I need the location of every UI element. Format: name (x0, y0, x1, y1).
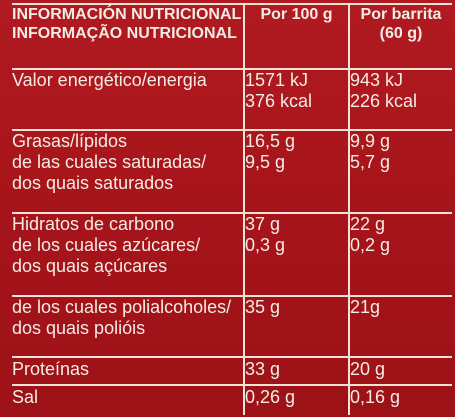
header-per-bar-label: Por barrita (360, 6, 442, 23)
polyols-per-100g: 35 g (245, 297, 281, 318)
protein-per-bar-cell: 20 g (348, 355, 452, 387)
carbs-per-100g: 37 g (245, 213, 281, 234)
carbs-per-bar: 22 g (350, 213, 386, 234)
fat-saturated-label-pt: dos quais saturados (12, 173, 174, 194)
polyols-label-es: de los cuales polialcoholes/ (12, 297, 232, 318)
carbs-label-cell: Hidratos de carbono de los cuales azúcar… (12, 211, 245, 298)
carbs-per-100g-cell: 37 g 0,3 g (243, 211, 350, 298)
header-per-bar-weight: (60 g) (379, 25, 423, 42)
energy-per-100g-kj: 1571 kJ (245, 69, 309, 90)
protein-per-bar: 20 g (350, 358, 386, 379)
carbs-label: Hidratos de carbono (12, 213, 175, 234)
table-header-row: INFORMACIÓN NUTRICIONAL INFORMAÇÃO NUTRI… (12, 3, 452, 70)
energy-label-cell: Valor energético/energia (12, 67, 245, 132)
carbs-sugars-label-es: de los cuales azúcares/ (12, 234, 201, 255)
polyols-label-cell: de los cuales polialcoholes/ dos quais p… (12, 295, 245, 358)
protein-label: Proteínas (12, 358, 90, 379)
header-title-cell: INFORMACIÓN NUTRICIONAL INFORMAÇÃO NUTRI… (12, 3, 245, 70)
carbs-sugars-per-100g: 0,3 g (245, 234, 286, 255)
fat-per-100g-cell: 16,5 g 9,5 g (243, 129, 350, 214)
energy-per-bar-kj: 943 kJ (350, 69, 404, 90)
carbs-sugars-label-pt: dos quais açúcares (12, 255, 168, 276)
energy-per-100g-kcal: 376 kcal (245, 90, 313, 111)
protein-label-cell: Proteínas (12, 355, 245, 387)
fat-per-100g: 16,5 g (245, 131, 296, 152)
energy-per-100g-cell: 1571 kJ 376 kcal (243, 67, 350, 132)
salt-per-bar: 0,16 g (350, 387, 401, 408)
carbs-per-bar-cell: 22 g 0,2 g (348, 211, 452, 298)
protein-per-100g-cell: 33 g (243, 355, 350, 387)
energy-label: Valor energético/energia (12, 69, 207, 90)
polyols-label-pt: dos quais polióis (12, 318, 146, 339)
header-title-pt: INFORMAÇÃO NUTRICIONAL (12, 25, 237, 42)
fat-saturated-label-es: de las cuales saturadas/ (12, 152, 207, 173)
polyols-per-100g-cell: 35 g (243, 295, 350, 358)
salt-per-100g-cell: 0,26 g (243, 384, 350, 415)
carbs-sugars-per-bar: 0,2 g (350, 234, 391, 255)
fat-label: Grasas/lípidos (12, 131, 128, 152)
salt-label: Sal (12, 387, 39, 408)
table-row-protein: Proteínas 33 g 20 g (12, 355, 452, 387)
header-per-bar: Por barrita (60 g) (348, 3, 452, 70)
protein-per-100g: 33 g (245, 358, 281, 379)
header-title-es: INFORMACIÓN NUTRICIONAL (12, 6, 242, 23)
header-per-100g: Por 100 g (243, 3, 350, 70)
fat-saturated-per-bar: 5,7 g (350, 152, 391, 173)
table-row-fat: Grasas/lípidos de las cuales saturadas/ … (12, 129, 452, 214)
fat-saturated-per-100g: 9,5 g (245, 152, 286, 173)
header-per-100g-label: Por 100 g (260, 6, 333, 23)
energy-per-bar-kcal: 226 kcal (350, 90, 418, 111)
energy-per-bar-cell: 943 kJ 226 kcal (348, 67, 452, 132)
fat-label-cell: Grasas/lípidos de las cuales saturadas/ … (12, 129, 245, 214)
polyols-per-bar: 21g (350, 297, 381, 318)
table-row-energy: Valor energético/energia 1571 kJ 376 kca… (12, 67, 452, 132)
table-row-polyols: de los cuales polialcoholes/ dos quais p… (12, 295, 452, 358)
nutrition-table: INFORMACIÓN NUTRICIONAL INFORMAÇÃO NUTRI… (12, 3, 452, 415)
salt-per-100g: 0,26 g (245, 387, 296, 408)
fat-per-bar-cell: 9,9 g 5,7 g (348, 129, 452, 214)
salt-label-cell: Sal (12, 384, 245, 415)
table-row-carbohydrates: Hidratos de carbono de los cuales azúcar… (12, 211, 452, 298)
salt-per-bar-cell: 0,16 g (348, 384, 452, 415)
table-row-salt: Sal 0,26 g 0,16 g (12, 384, 452, 415)
fat-per-bar: 9,9 g (350, 131, 391, 152)
polyols-per-bar-cell: 21g (348, 295, 452, 358)
